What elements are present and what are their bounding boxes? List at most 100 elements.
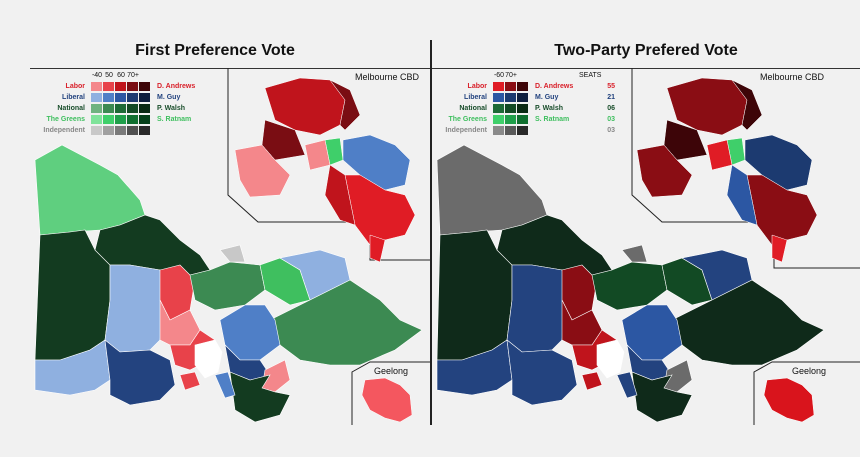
- legend-row-independent: Independent 03: [437, 125, 615, 136]
- leader-label: S. Ratnam: [535, 116, 570, 123]
- cbd-inset-border: [631, 68, 860, 269]
- leader-label: D. Andrews: [157, 83, 196, 90]
- swatch: [505, 93, 516, 102]
- swatch: [517, 104, 528, 113]
- region-melbourne-white: [194, 339, 223, 379]
- swatch: [115, 82, 126, 91]
- party-label: Independent: [445, 127, 487, 134]
- region-mornington-liberal: [214, 371, 236, 399]
- party-label: Liberal: [62, 94, 85, 101]
- party-label: The Greens: [448, 116, 487, 123]
- title-rule: [30, 68, 430, 69]
- legend-tick: -40: [91, 72, 103, 79]
- panel-title: Two-Party Prefered Vote: [554, 42, 738, 59]
- legend-row-liberal: Liberal M. Guy: [35, 92, 217, 103]
- swatch: [127, 126, 138, 135]
- party-label: Liberal: [464, 94, 487, 101]
- region-gippsland-national: [671, 279, 825, 366]
- swatch: [505, 82, 516, 91]
- swatch: [517, 126, 528, 135]
- cbd-northeast-labor-dark: [329, 79, 361, 131]
- leader-label: M. Guy: [157, 94, 181, 101]
- geelong-district: [361, 377, 413, 423]
- cbd-east-liberal: [744, 134, 813, 191]
- seat-count: 06: [607, 105, 615, 112]
- legend-row-greens: The Greens S. Ratnam: [35, 114, 217, 125]
- swatch: [505, 115, 516, 124]
- swatch: [91, 82, 102, 91]
- geelong-label: Geelong: [792, 366, 827, 376]
- state-regions: [436, 144, 825, 423]
- legend-row-greens: The Greens S. Ratnam 03: [437, 114, 615, 125]
- geelong-inset-border: [753, 361, 860, 425]
- region-independent-north: [621, 244, 648, 263]
- swatch: [517, 82, 528, 91]
- leader-label: M. Guy: [535, 94, 559, 101]
- region-wimmera-liberal: [104, 264, 166, 353]
- swatch: [139, 93, 150, 102]
- cbd-west-labor-dark: [261, 119, 306, 161]
- state-regions: [34, 144, 423, 423]
- legend-tick: 70+: [505, 72, 517, 79]
- cbd-south-labor: [324, 164, 356, 226]
- two-party-map: [436, 68, 860, 425]
- swatch: [493, 104, 504, 113]
- cbd-south-liberal: [726, 164, 758, 226]
- legend-row-national: National P. Walsh: [35, 103, 217, 114]
- swatch: [517, 93, 528, 102]
- swatch: [493, 93, 504, 102]
- swatch: [127, 93, 138, 102]
- region-southwest-liberal: [506, 339, 578, 406]
- region-gippsland-south-national: [631, 371, 693, 423]
- swatch: [505, 126, 516, 135]
- swatch: [517, 115, 528, 124]
- party-label: National: [57, 105, 85, 112]
- seat-count: 03: [607, 116, 615, 123]
- swatch: [115, 126, 126, 135]
- geelong-district: [763, 377, 815, 423]
- swatch: [493, 82, 504, 91]
- cbd-far-south-labor: [771, 234, 788, 263]
- region-geelong-labor: [581, 371, 603, 391]
- swatch: [493, 126, 504, 135]
- region-mornington-liberal: [616, 371, 638, 399]
- swatch: [91, 93, 102, 102]
- swatch: [103, 126, 114, 135]
- seat-count: 03: [607, 127, 615, 134]
- legend-row-national: National P. Walsh 06: [437, 103, 615, 114]
- first-preference-legend: -40 50 60 70+ Labor D. Andrews Liberal M…: [35, 72, 217, 136]
- swatch: [91, 126, 102, 135]
- seats-header: SEATS: [579, 72, 602, 79]
- swatch: [115, 93, 126, 102]
- region-wimmera-liberal: [506, 264, 568, 353]
- region-melbourne-white: [596, 339, 625, 379]
- first-preference-map: [34, 68, 430, 425]
- swatch: [115, 104, 126, 113]
- swatch: [103, 104, 114, 113]
- cbd-northeast-labor-dark: [731, 79, 763, 131]
- cbd-west-labor-dark: [663, 119, 708, 161]
- swatch: [139, 82, 150, 91]
- legend-row-labor: Labor D. Andrews: [35, 81, 217, 92]
- legend-tick: -60: [493, 72, 505, 79]
- swatch: [91, 115, 102, 124]
- cbd-map: [636, 77, 818, 263]
- cbd-far-west-labor: [234, 144, 291, 198]
- two-party-panel: Two-Party Prefered Vote: [432, 0, 860, 457]
- legend-tick: 70+: [127, 72, 139, 79]
- party-label: Labor: [65, 83, 85, 90]
- cbd-east-liberal: [342, 134, 411, 191]
- swatch: [103, 82, 114, 91]
- swatch: [127, 115, 138, 124]
- legend-tick: 50: [105, 72, 113, 79]
- leader-label: S. Ratnam: [157, 116, 192, 123]
- leader-label: D. Andrews: [535, 83, 574, 90]
- seat-count: 21: [607, 94, 615, 101]
- two-party-legend: -60 70+ SEATS Labor D. Andrews 55 Libera…: [437, 72, 615, 136]
- party-label: Independent: [43, 127, 85, 134]
- swatch: [139, 104, 150, 113]
- swatch: [139, 115, 150, 124]
- legend-row-labor: Labor D. Andrews 55: [437, 81, 615, 92]
- party-label: The Greens: [46, 116, 85, 123]
- swatch: [127, 82, 138, 91]
